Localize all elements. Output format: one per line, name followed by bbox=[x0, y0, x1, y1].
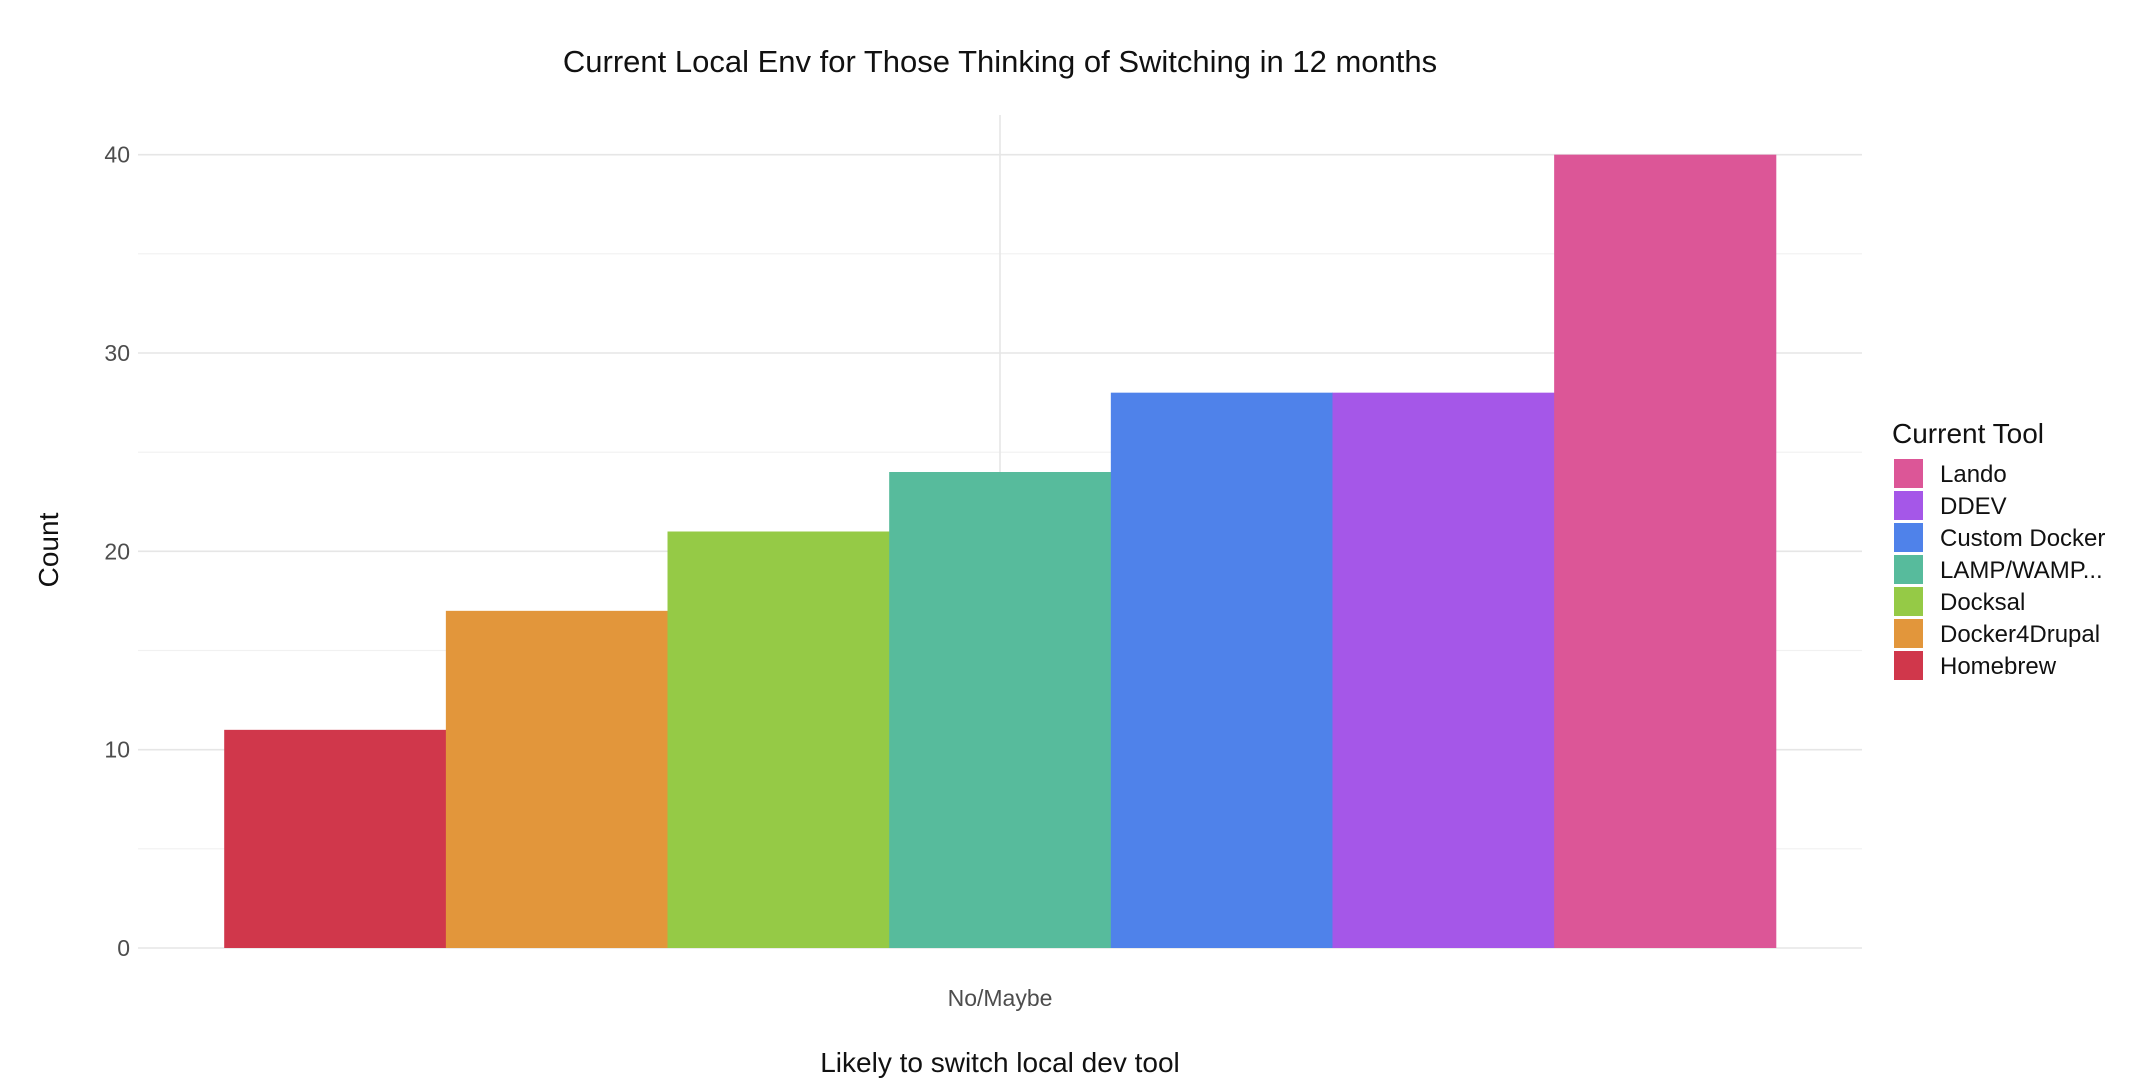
legend: Current Tool Lando DDEV Custom Docker LAMP/… bbox=[1892, 418, 2105, 680]
legend-swatch bbox=[1894, 523, 1923, 552]
y-tick-label: 0 bbox=[117, 935, 130, 961]
y-tick-label: 20 bbox=[104, 538, 130, 564]
y-tick-label: 40 bbox=[104, 142, 130, 168]
y-tick-label: 10 bbox=[104, 737, 130, 763]
legend-swatch bbox=[1894, 459, 1923, 488]
y-axis-title: Count bbox=[33, 512, 64, 587]
legend-swatch bbox=[1894, 555, 1923, 584]
legend-label: Homebrew bbox=[1940, 653, 2057, 680]
bar-ddev bbox=[1332, 392, 1555, 949]
x-axis-ticks: No/Maybe bbox=[948, 985, 1053, 1011]
legend-swatch bbox=[1894, 491, 1923, 520]
legend-label: Docksal bbox=[1940, 589, 2025, 616]
bar-lamp-wamp bbox=[889, 472, 1112, 948]
legend-label: Custom Docker bbox=[1940, 525, 2105, 552]
legend-swatch bbox=[1894, 587, 1923, 616]
legend-label: DDEV bbox=[1940, 493, 2007, 520]
bar-docker4drupal bbox=[445, 610, 669, 948]
legend-label: LAMP/WAMP... bbox=[1940, 557, 2103, 584]
bar-custom-docker bbox=[1110, 392, 1333, 949]
y-tick-label: 30 bbox=[104, 340, 130, 366]
bars bbox=[224, 154, 1777, 949]
x-axis-title: Likely to switch local dev tool bbox=[820, 1047, 1180, 1078]
x-tick-label: No/Maybe bbox=[948, 985, 1053, 1011]
bar-lando bbox=[1554, 154, 1777, 948]
bar-docksal bbox=[667, 531, 890, 948]
legend-title: Current Tool bbox=[1892, 418, 2044, 449]
bar-homebrew bbox=[224, 729, 447, 948]
chart-title: Current Local Env for Those Thinking of … bbox=[563, 44, 1437, 79]
legend-swatch bbox=[1894, 619, 1923, 648]
y-axis-ticks: 0 10 20 30 40 bbox=[104, 142, 130, 961]
legend-swatch bbox=[1894, 651, 1923, 680]
legend-label: Docker4Drupal bbox=[1940, 621, 2100, 648]
legend-label: Lando bbox=[1940, 461, 2007, 488]
